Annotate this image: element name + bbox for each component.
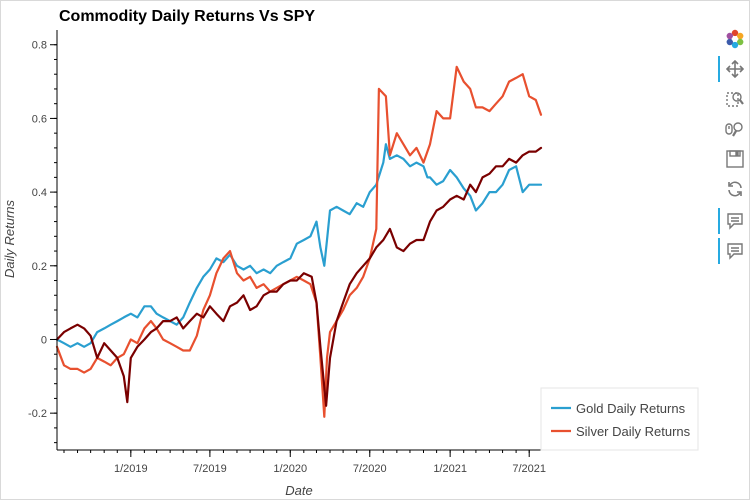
series-line-gold[interactable] (55, 143, 543, 348)
reset-icon[interactable] (722, 176, 748, 202)
hover-icon[interactable] (718, 238, 748, 264)
chart-title: Commodity Daily Returns Vs SPY (59, 8, 315, 25)
box-zoom-icon[interactable] (722, 86, 748, 112)
wheel-zoom-icon[interactable] (722, 116, 748, 142)
x-tick-label: 7/2019 (193, 463, 227, 475)
x-tick-label: 1/2020 (273, 463, 307, 475)
y-tick-label: 0.8 (32, 40, 47, 52)
x-axis-label: Date (285, 483, 312, 498)
legend-label: Silver Daily Returns (576, 424, 691, 439)
series-line-silver[interactable] (55, 65, 543, 418)
x-tick-label: 1/2019 (114, 463, 148, 475)
plot-area[interactable] (55, 65, 543, 418)
y-tick-label: 0.4 (32, 187, 47, 199)
toolbar (718, 24, 748, 274)
bokeh-logo-icon[interactable] (722, 26, 748, 52)
legend-label: Gold Daily Returns (576, 401, 686, 416)
legend-box (540, 387, 699, 451)
pan-icon[interactable] (718, 56, 748, 82)
y-tick-label: 0 (41, 334, 47, 346)
series-line-spy[interactable] (55, 146, 543, 407)
legend: Gold Daily Returns Silver Daily Returns (540, 387, 699, 451)
y-tick-label: 0.6 (32, 113, 47, 125)
hover-icon[interactable] (718, 208, 748, 234)
save-icon[interactable] (722, 146, 748, 172)
y-tick-label: -0.2 (28, 408, 47, 420)
x-tick-label: 7/2021 (512, 463, 546, 475)
axes: -0.2 0 0.2 0.4 0.6 0.8 1/2019 7/2019 1/2020 7/202… (28, 30, 546, 475)
y-tick-label: 0.2 (32, 261, 47, 273)
x-tick-label: 1/2021 (433, 463, 467, 475)
x-tick-label: 7/2020 (353, 463, 387, 475)
y-axis-label: Daily Returns (2, 199, 17, 278)
